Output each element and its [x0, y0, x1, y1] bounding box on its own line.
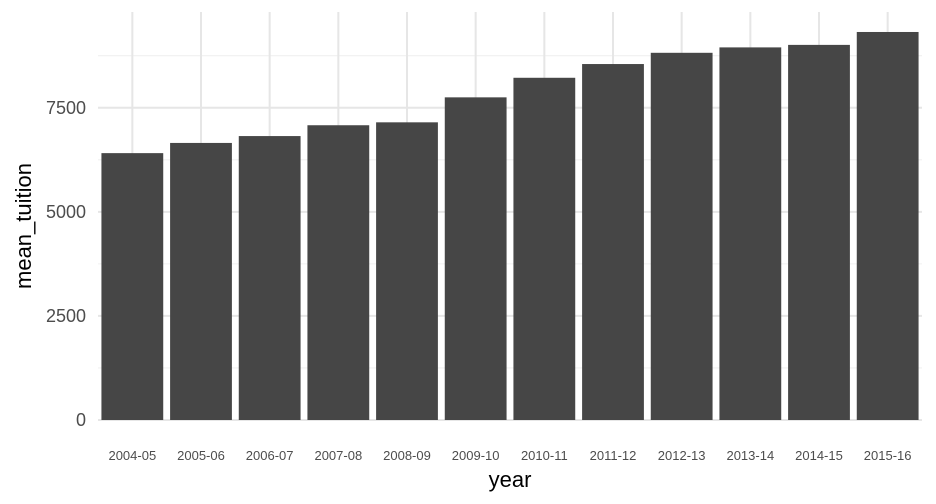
- x-tick-label: 2014-15: [795, 448, 843, 463]
- y-axis-title: mean_tuition: [11, 163, 36, 289]
- bar-2014-15: [788, 44, 850, 420]
- bar-2006-07: [238, 136, 301, 420]
- bar-2008-09: [376, 122, 438, 420]
- bar-2011-12: [582, 64, 644, 420]
- bar-2012-13: [650, 52, 713, 421]
- x-tick-label: 2009-10: [452, 448, 500, 463]
- x-tick-label: 2015-16: [864, 448, 912, 463]
- x-tick-label: 2012-13: [658, 448, 706, 463]
- x-tick-label: 2004-05: [108, 448, 156, 463]
- bar-2009-10: [444, 97, 507, 421]
- bar-2007-08: [307, 125, 370, 420]
- y-tick-label: 2500: [46, 306, 86, 326]
- bars: [101, 31, 919, 421]
- bar-2010-11: [513, 77, 576, 420]
- x-tick-label: 2007-08: [314, 448, 362, 463]
- x-axis-ticks: 2004-05 2005-06 2006-07 2007-08 2008-09 2009-…: [108, 448, 911, 463]
- x-axis-title: year: [489, 467, 532, 492]
- bar-2004-05: [101, 153, 164, 420]
- y-tick-label: 5000: [46, 202, 86, 222]
- y-tick-label: 0: [76, 410, 86, 430]
- x-tick-label: 2008-09: [383, 448, 431, 463]
- bar-2013-14: [719, 47, 782, 420]
- x-tick-label: 2006-07: [246, 448, 294, 463]
- x-tick-label: 2005-06: [177, 448, 225, 463]
- y-axis-ticks: 0 2500 5000 7500: [46, 98, 86, 430]
- x-tick-label: 2010-11: [521, 448, 568, 463]
- bar-2005-06: [170, 142, 232, 420]
- x-tick-label: 2013-14: [726, 448, 774, 463]
- bar-2015-16: [856, 31, 919, 420]
- y-tick-label: 7500: [46, 98, 86, 118]
- x-tick-label: 2011-12: [590, 448, 637, 463]
